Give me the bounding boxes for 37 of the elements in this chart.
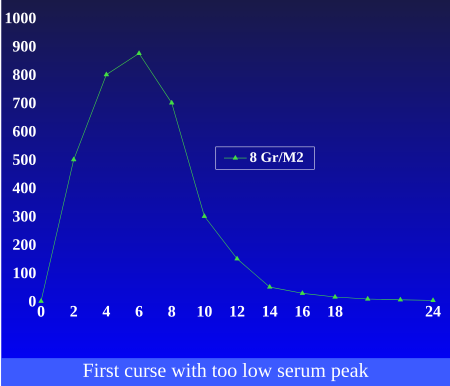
point — [234, 256, 240, 260]
y-tick-label: 600 — [12, 126, 36, 137]
point — [365, 296, 370, 301]
point — [300, 290, 305, 295]
point — [38, 298, 44, 303]
x-tick-label: 8 — [168, 306, 176, 317]
y-tick-label: 400 — [12, 182, 36, 194]
point — [398, 296, 403, 302]
x-tick-label: 16 — [296, 306, 310, 317]
x-tick-label: 24 — [426, 306, 441, 316]
x-tick-label: 12 — [230, 306, 244, 316]
point — [267, 284, 272, 289]
x-tick-label: 6 — [136, 306, 143, 317]
x-tick-label: 4 — [102, 306, 110, 316]
point — [430, 297, 436, 302]
point — [202, 213, 207, 218]
point — [169, 100, 174, 105]
y-tick-label: 300 — [13, 210, 36, 222]
y-tick-label: 900 — [12, 40, 36, 52]
x-tick-label: 10 — [198, 306, 212, 317]
y-tick-label: 500 — [13, 154, 36, 165]
point — [332, 294, 338, 299]
y-tick-label: 700 — [13, 98, 36, 108]
point — [71, 156, 76, 162]
y-tick-label: 100 — [14, 268, 36, 278]
point — [104, 72, 109, 76]
y-tick-label: 800 — [12, 69, 36, 80]
x-tick-label: 18 — [328, 306, 342, 317]
x-tick-label: 0 — [38, 306, 44, 317]
point — [136, 50, 142, 55]
y-tick-label: 1000 — [6, 12, 36, 24]
x-tick-label: 2 — [70, 306, 78, 316]
y-tick-label: 200 — [13, 239, 36, 250]
y-tick-label: 0 — [28, 296, 36, 307]
x-tick-label: 14 — [263, 306, 278, 316]
legend-label: 8 Gr/M2 — [250, 152, 304, 162]
text: First curse with too low serum peak — [83, 363, 369, 382]
